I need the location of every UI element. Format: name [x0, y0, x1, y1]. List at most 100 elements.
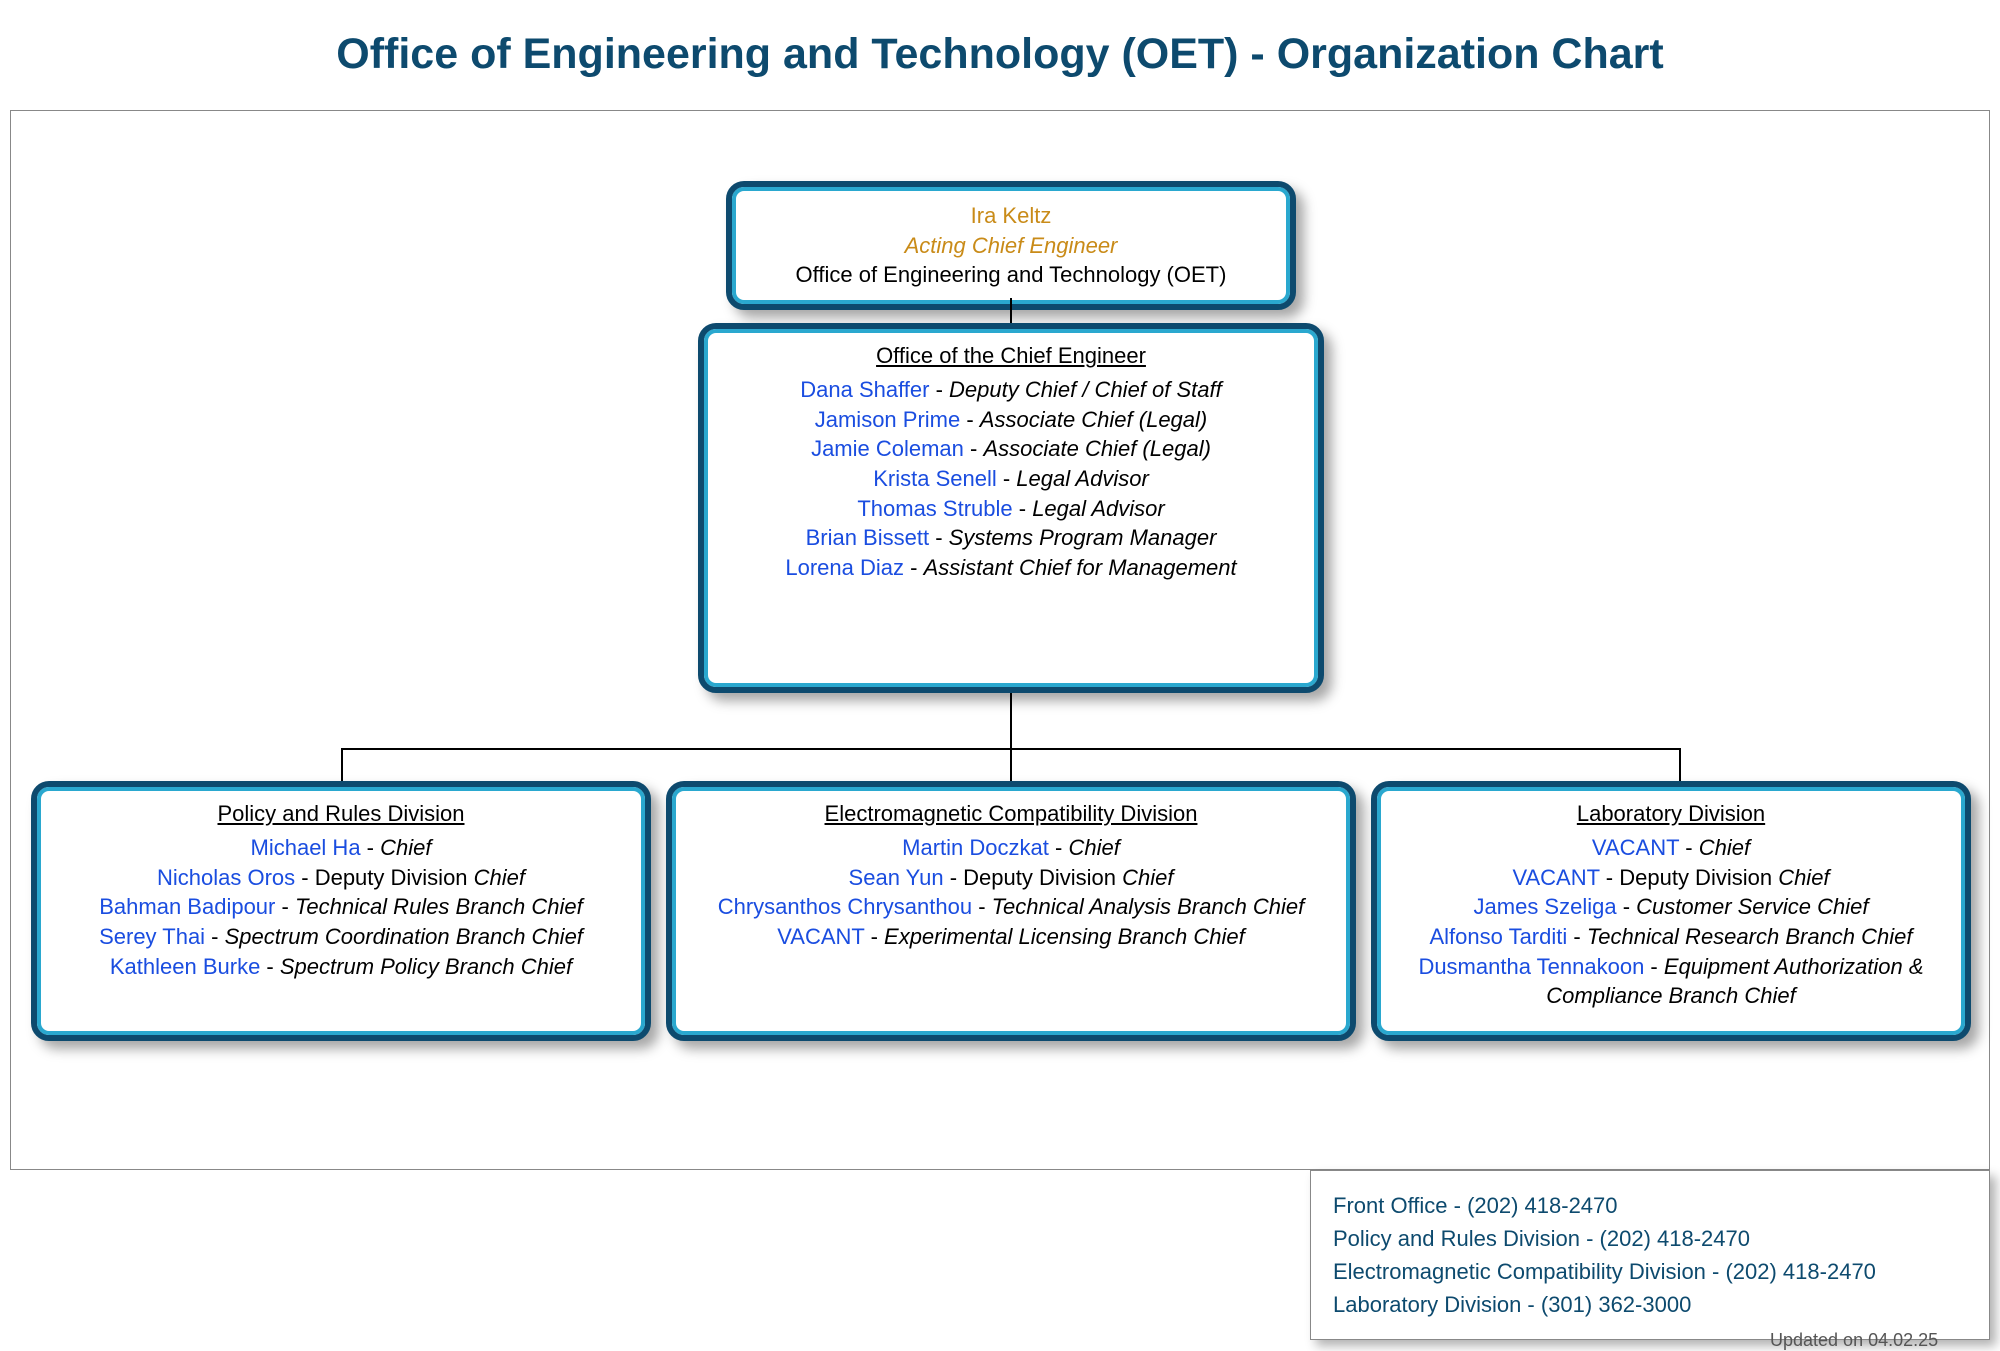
- connector-vline: [1010, 298, 1012, 323]
- dash: -: [275, 894, 295, 919]
- office-box-title: Office of the Chief Engineer: [722, 343, 1300, 369]
- dash: -: [1600, 865, 1620, 890]
- person-name: Chrysanthos Chrysanthou: [718, 894, 972, 919]
- person-name: Lorena Diaz: [785, 555, 904, 580]
- person-name: Sean Yun: [849, 865, 944, 890]
- chief-name: Ira Keltz: [971, 203, 1052, 228]
- person-role: Chief: [1122, 865, 1173, 890]
- dash: -: [964, 436, 984, 461]
- division-title: Electromagnetic Compatibility Division: [690, 801, 1332, 827]
- person-role: Chief: [1699, 835, 1750, 860]
- contact-line: Laboratory Division - (301) 362-3000: [1333, 1288, 1967, 1321]
- person-role: Legal Advisor: [1032, 496, 1164, 521]
- dash: -: [972, 894, 992, 919]
- connector-vline: [1010, 748, 1012, 781]
- dash: -: [1617, 894, 1637, 919]
- dash: -: [1679, 835, 1699, 860]
- person-name: Jamie Coleman: [811, 436, 964, 461]
- person-line: VACANT - Deputy Division Chief: [1395, 863, 1947, 893]
- person-line: Thomas Struble - Legal Advisor: [722, 494, 1300, 524]
- person-line: Krista Senell - Legal Advisor: [722, 464, 1300, 494]
- dash: -: [929, 377, 949, 402]
- person-role: Technical Analysis Branch Chief: [992, 894, 1305, 919]
- person-line: Brian Bissett - Systems Program Manager: [722, 523, 1300, 553]
- division-box-2: Laboratory Division VACANT - ChiefVACANT…: [1371, 781, 1971, 1041]
- chief-dept: Office of Engineering and Technology (OE…: [796, 262, 1227, 287]
- contact-line: Policy and Rules Division - (202) 418-24…: [1333, 1222, 1967, 1255]
- person-role: Systems Program Manager: [949, 525, 1217, 550]
- person-name: Jamison Prime: [815, 407, 960, 432]
- person-line: Michael Ha - Chief: [55, 833, 627, 863]
- person-role: Technical Research Branch Chief: [1587, 924, 1913, 949]
- person-name: Alfonso Tarditi: [1429, 924, 1567, 949]
- person-line: Sean Yun - Deputy Division Chief: [690, 863, 1332, 893]
- dash: -: [205, 924, 225, 949]
- person-line: Lorena Diaz - Assistant Chief for Manage…: [722, 553, 1300, 583]
- contact-line: Electromagnetic Compatibility Division -…: [1333, 1255, 1967, 1288]
- person-name: VACANT: [1512, 865, 1599, 890]
- person-name: Bahman Badipour: [99, 894, 275, 919]
- person-role: Experimental Licensing Branch Chief: [884, 924, 1245, 949]
- contact-box: Front Office - (202) 418-2470Policy and …: [1310, 1170, 1990, 1340]
- dash: -: [929, 525, 949, 550]
- person-line: James Szeliga - Customer Service Chief: [1395, 892, 1947, 922]
- person-name: Thomas Struble: [857, 496, 1012, 521]
- person-name: Krista Senell: [873, 466, 997, 491]
- contact-line: Front Office - (202) 418-2470: [1333, 1189, 1967, 1222]
- connector-vline: [1679, 748, 1681, 781]
- person-name: Dana Shaffer: [800, 377, 929, 402]
- person-line: Bahman Badipour - Technical Rules Branch…: [55, 892, 627, 922]
- person-name: VACANT: [1592, 835, 1679, 860]
- person-role: Spectrum Policy Branch Chief: [280, 954, 572, 979]
- person-name: VACANT: [777, 924, 864, 949]
- person-line: VACANT - Chief: [1395, 833, 1947, 863]
- person-role: Spectrum Coordination Branch Chief: [225, 924, 583, 949]
- division-title: Policy and Rules Division: [55, 801, 627, 827]
- person-role: Associate Chief (Legal): [983, 436, 1210, 461]
- top-org-box: Ira Keltz Acting Chief Engineer Office o…: [726, 181, 1296, 310]
- person-name: Serey Thai: [99, 924, 205, 949]
- person-name: Nicholas Oros: [157, 865, 295, 890]
- person-role: Chief: [380, 835, 431, 860]
- person-role: Legal Advisor: [1016, 466, 1148, 491]
- person-name: Michael Ha: [251, 835, 361, 860]
- dash: -: [1567, 924, 1587, 949]
- connector-vline: [1010, 693, 1012, 748]
- person-role: Customer Service Chief: [1636, 894, 1868, 919]
- person-role-prefix: Deputy Division: [963, 865, 1122, 890]
- person-line: Dusmantha Tennakoon - Equipment Authoriz…: [1395, 952, 1947, 1011]
- person-name: Kathleen Burke: [110, 954, 260, 979]
- dash: -: [960, 407, 980, 432]
- office-box: Office of the Chief Engineer Dana Shaffe…: [698, 323, 1324, 693]
- person-line: Martin Doczkat - Chief: [690, 833, 1332, 863]
- person-name: Dusmantha Tennakoon: [1418, 954, 1644, 979]
- person-line: Jamison Prime - Associate Chief (Legal): [722, 405, 1300, 435]
- person-role-prefix: Deputy Division: [315, 865, 474, 890]
- dash: -: [904, 555, 924, 580]
- person-role: Deputy Chief / Chief of Staff: [949, 377, 1222, 402]
- person-name: Martin Doczkat: [902, 835, 1049, 860]
- person-role: Associate Chief (Legal): [980, 407, 1207, 432]
- dash: -: [1049, 835, 1069, 860]
- dash: -: [1013, 496, 1033, 521]
- person-role: Technical Rules Branch Chief: [295, 894, 583, 919]
- person-name: James Szeliga: [1474, 894, 1617, 919]
- dash: -: [361, 835, 381, 860]
- dash: -: [260, 954, 280, 979]
- division-box-1: Electromagnetic Compatibility Division M…: [666, 781, 1356, 1041]
- chief-role: Acting Chief Engineer: [905, 233, 1118, 258]
- person-line: VACANT - Experimental Licensing Branch C…: [690, 922, 1332, 952]
- person-name: Brian Bissett: [806, 525, 930, 550]
- dash: -: [997, 466, 1017, 491]
- person-line: Dana Shaffer - Deputy Chief / Chief of S…: [722, 375, 1300, 405]
- division-box-0: Policy and Rules Division Michael Ha - C…: [31, 781, 651, 1041]
- person-role: Assistant Chief for Management: [924, 555, 1237, 580]
- connector-vline: [341, 748, 343, 781]
- person-line: Serey Thai - Spectrum Coordination Branc…: [55, 922, 627, 952]
- person-line: Chrysanthos Chrysanthou - Technical Anal…: [690, 892, 1332, 922]
- dash: -: [864, 924, 884, 949]
- page-title: Office of Engineering and Technology (OE…: [0, 0, 2000, 99]
- person-role-prefix: Deputy Division: [1619, 865, 1778, 890]
- person-line: Nicholas Oros - Deputy Division Chief: [55, 863, 627, 893]
- chart-frame: Ira Keltz Acting Chief Engineer Office o…: [10, 110, 1990, 1170]
